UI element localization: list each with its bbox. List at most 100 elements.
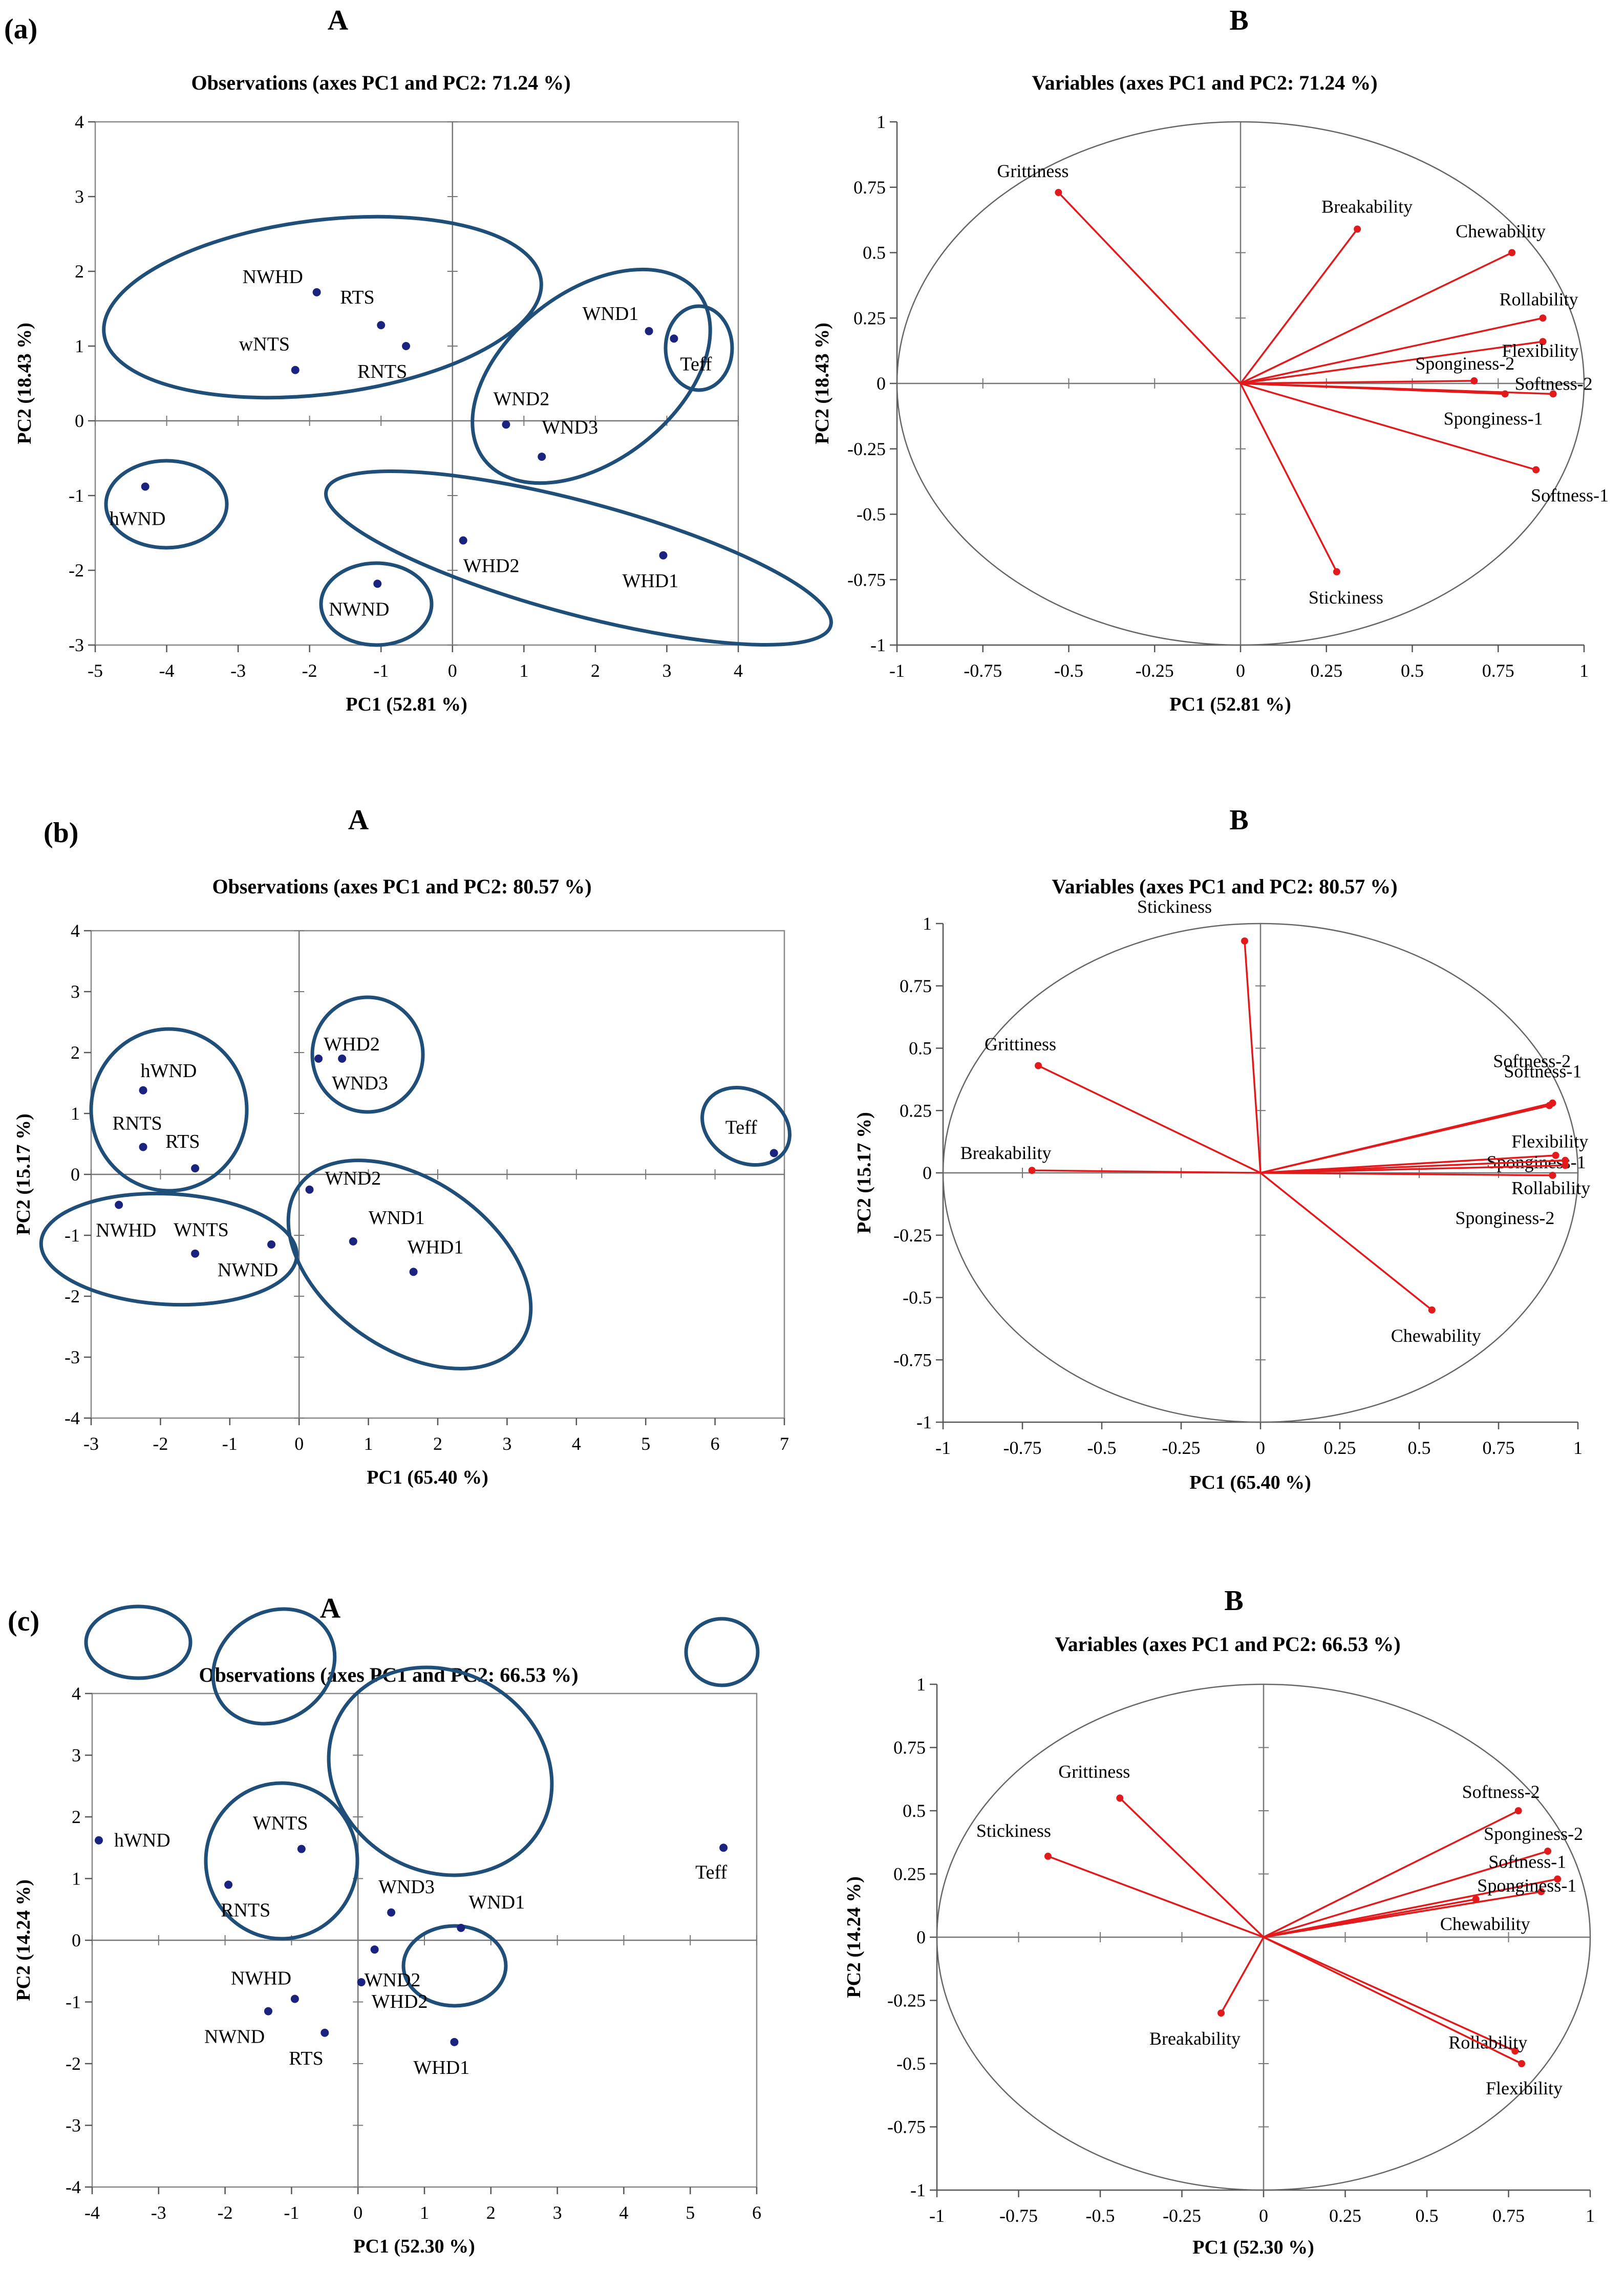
x-tick-label: 1 (420, 2202, 429, 2223)
variable-point (1552, 1151, 1559, 1159)
variable-vector (1263, 1936, 1515, 2052)
observation-point (370, 1945, 379, 1954)
variable-point (1472, 1895, 1480, 1903)
variable-label: Sponginess-2 (1455, 1208, 1554, 1228)
x-tick-label: 1 (1579, 660, 1589, 681)
observation-label: hWND (110, 508, 166, 529)
observation-point (291, 366, 300, 374)
correlation-circle (896, 121, 1585, 646)
chart-letter: A (348, 804, 369, 836)
observation-label: WNTS (253, 1813, 308, 1834)
variable-label: Rollability (1511, 1177, 1590, 1198)
x-tick-label: 0.5 (1416, 2205, 1439, 2226)
variable-label: Breakability (960, 1143, 1052, 1163)
variable-label: Flexibility (1511, 1131, 1588, 1152)
x-tick-label: -1 (929, 2205, 945, 2226)
observation-label: WHD2 (372, 1991, 428, 2012)
chart-letter: B (1224, 1585, 1243, 1617)
variable-vector (1260, 1172, 1553, 1176)
y-axis-title: PC2 (15.17 %) (853, 1112, 875, 1233)
y-tick-label: -4 (65, 1408, 80, 1428)
observation-label: RNTS (357, 361, 407, 382)
x-tick-label: -5 (88, 660, 103, 681)
group-ellipse (700, 1086, 792, 1167)
observation-label: RNTS (221, 1900, 270, 1921)
observation-point (377, 321, 386, 330)
x-tick-label: 0.25 (1329, 2205, 1361, 2226)
observation-label: NWHD (231, 1967, 291, 1989)
group-ellipse (89, 1027, 249, 1193)
chart-title: Observations (axes PC1 and PC2: 80.57 %) (212, 875, 591, 898)
observation-point (115, 1201, 123, 1209)
variable-point (1537, 1888, 1545, 1896)
observation-label: WND2 (493, 388, 549, 410)
observation-point (312, 288, 321, 296)
variable-point (1508, 249, 1516, 256)
variable-point (1035, 1062, 1042, 1069)
y-tick-label: 1 (916, 1674, 926, 1695)
variable-point (1055, 188, 1062, 196)
y-tick-label: -4 (66, 2177, 81, 2197)
x-tick-label: -3 (151, 2202, 166, 2223)
group-ellipse (310, 995, 425, 1114)
variable-vector (1240, 383, 1338, 572)
variable-point (1428, 1306, 1436, 1314)
y-tick-label: 2 (75, 261, 84, 282)
observation-label: NWHD (96, 1220, 156, 1241)
variable-vector (1038, 1065, 1261, 1174)
observation-label: WNTS (174, 1219, 229, 1241)
y-tick-label: -0.75 (847, 569, 886, 590)
observation-point (320, 2028, 329, 2037)
observation-label: WHD1 (622, 570, 678, 592)
chart-c-var: B Variables (axes PC1 and PC2: 66.53 %) -1… (843, 1585, 1595, 2258)
observation-label: NWND (218, 1259, 278, 1281)
observation-label: WND1 (369, 1207, 425, 1229)
observation-point (373, 580, 382, 588)
variable-vector (1240, 380, 1475, 384)
x-tick-label: -0.25 (1136, 660, 1174, 681)
x-tick-label: 0 (1259, 2205, 1268, 2226)
chart-title: Observations (axes PC1 and PC2: 71.24 %) (191, 71, 570, 94)
variable-point (1511, 2047, 1519, 2055)
variable-label: Softness-2 (1493, 1051, 1571, 1071)
x-tick-label: 0.25 (1324, 1438, 1356, 1458)
y-tick-label: 0.25 (893, 1864, 926, 1884)
observation-point (305, 1185, 314, 1194)
observation-label: Teff (695, 1861, 727, 1883)
observation-point (139, 1086, 147, 1095)
x-axis-title: PC1 (65.40 %) (367, 1467, 488, 1488)
variable-point (1544, 1848, 1552, 1855)
variable-point (1241, 937, 1248, 945)
observation-point (457, 1923, 465, 1932)
x-axis-title: PC1 (52.30 %) (353, 2236, 475, 2257)
y-tick-label: -0.75 (893, 1349, 932, 1370)
variable-label: Chewability (1440, 1914, 1530, 1934)
y-tick-label: 3 (75, 186, 84, 207)
x-tick-label: -4 (84, 2202, 100, 2223)
variable-label: Rollability (1499, 289, 1578, 309)
y-tick-label: 1 (877, 112, 886, 132)
y-tick-label: 1 (923, 913, 932, 934)
observation-point (502, 420, 510, 429)
variable-label: Grittiness (997, 161, 1069, 181)
y-tick-label: 4 (72, 1683, 81, 1704)
group-ellipse (204, 1781, 359, 1941)
y-tick-label: -0.25 (887, 1990, 926, 2011)
variable-label: Softness-1 (1504, 1061, 1582, 1082)
observation-point (191, 1164, 200, 1173)
observation-point (538, 453, 546, 461)
x-tick-label: -0.25 (1163, 2205, 1201, 2226)
variable-point (1044, 1852, 1052, 1860)
panel-label-c: (c) (8, 1605, 39, 1637)
group-ellipse (401, 1924, 508, 2008)
variable-point (1116, 1794, 1124, 1802)
variable-vector (1220, 1937, 1265, 2014)
variable-point (1554, 1875, 1562, 1883)
variable-vector (1240, 317, 1543, 384)
x-tick-label: 2 (486, 2202, 496, 2223)
observation-point (459, 536, 467, 545)
observation-label: WND3 (332, 1073, 388, 1094)
y-tick-label: 0 (923, 1163, 932, 1183)
y-tick-label: 0 (916, 1927, 926, 1947)
variable-point (1549, 1171, 1556, 1179)
